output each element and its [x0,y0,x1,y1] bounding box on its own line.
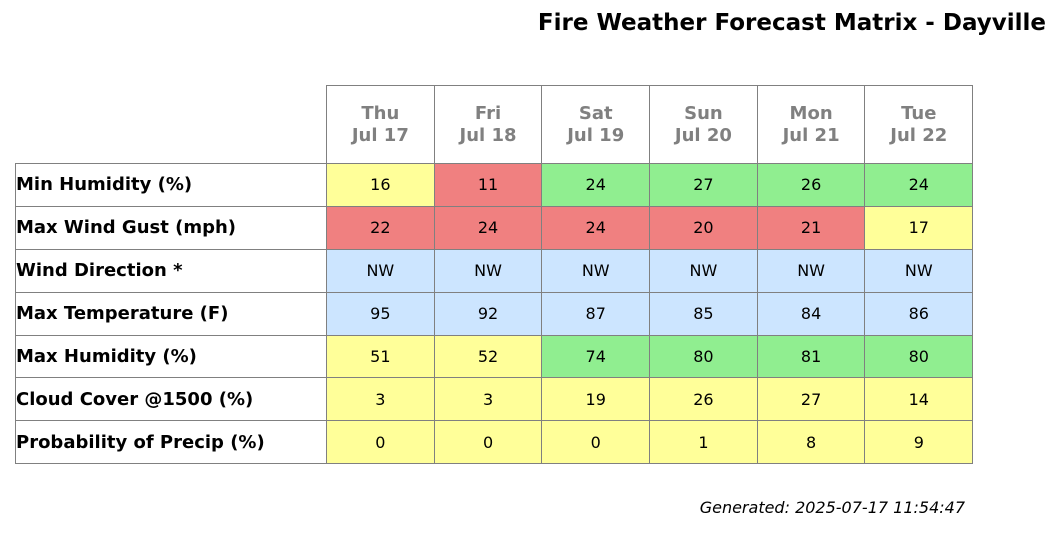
value-cell: 27 [756,377,866,422]
day-date: Jul 20 [674,124,732,146]
day-date: Jul 22 [890,124,948,146]
row-label: Max Temperature (F) [15,291,327,336]
value-cell: 26 [756,163,866,207]
day-header: Mon Jul 21 [756,85,866,164]
table-row: Cloud Cover @1500 (%) 3 3 19 26 27 14 [15,377,974,422]
day-weekday: Sat [578,102,613,124]
value-cell: 80 [864,334,974,379]
day-weekday: Sun [684,102,723,124]
value-cell: NW [433,248,543,293]
row-label: Wind Direction * [15,248,327,293]
value-cell: 19 [541,377,651,422]
header-row: Thu Jul 17 Fri Jul 18 Sat Jul 19 Sun Jul 20 Mon J… [15,85,974,164]
value-cell: NW [756,248,866,293]
value-cell: 1 [649,420,758,465]
value-cell: NW [326,248,435,293]
value-cell: 16 [326,163,435,207]
day-header: Sun Jul 20 [649,85,758,164]
value-cell: 84 [756,291,866,336]
row-label: Max Wind Gust (mph) [15,205,327,250]
day-weekday: Tue [901,102,937,124]
value-cell: 52 [433,334,543,379]
day-header: Thu Jul 17 [326,85,435,164]
day-date: Jul 19 [567,124,625,146]
value-cell: 92 [433,291,543,336]
value-cell: 24 [864,163,974,207]
generated-timestamp: Generated: 2025-07-17 11:54:47 [699,498,965,517]
table-row: Probability of Precip (%) 0 0 0 1 8 9 [15,420,974,465]
day-weekday: Thu [361,102,400,124]
value-cell: 81 [756,334,866,379]
table-row: Max Humidity (%) 51 52 74 80 81 80 [15,334,974,379]
value-cell: 80 [649,334,758,379]
chart-title: Fire Weather Forecast Matrix - Dayville [537,10,1046,36]
value-cell: 3 [326,377,435,422]
row-label: Probability of Precip (%) [15,420,327,465]
value-cell: 0 [433,420,543,465]
row-label: Max Humidity (%) [15,334,327,379]
day-date: Jul 21 [782,124,840,146]
table-row: Min Humidity (%) 16 11 24 27 26 24 [15,163,974,207]
value-cell: NW [649,248,758,293]
value-cell: 8 [756,420,866,465]
value-cell: 24 [541,205,651,250]
matrix-body: Min Humidity (%) 16 11 24 27 26 24 Max Wind Gus… [15,163,974,465]
value-cell: 22 [326,205,435,250]
value-cell: 51 [326,334,435,379]
value-cell: 86 [864,291,974,336]
value-cell: 14 [864,377,974,422]
day-weekday: Mon [789,102,833,124]
day-header: Sat Jul 19 [541,85,651,164]
value-cell: NW [864,248,974,293]
day-date: Jul 18 [459,124,517,146]
value-cell: 24 [433,205,543,250]
value-cell: 0 [326,420,435,465]
row-label: Cloud Cover @1500 (%) [15,377,327,422]
value-cell: 9 [864,420,974,465]
value-cell: 95 [326,291,435,336]
day-header: Tue Jul 22 [864,85,974,164]
value-cell: 26 [649,377,758,422]
table-row: Wind Direction * NW NW NW NW NW NW [15,248,974,293]
day-header: Fri Jul 18 [433,85,543,164]
forecast-matrix: Thu Jul 17 Fri Jul 18 Sat Jul 19 Sun Jul 20 Mon J… [15,85,974,465]
value-cell: NW [541,248,651,293]
value-cell: 11 [433,163,543,207]
value-cell: 74 [541,334,651,379]
value-cell: 24 [541,163,651,207]
day-weekday: Fri [474,102,502,124]
value-cell: 87 [541,291,651,336]
value-cell: 0 [541,420,651,465]
value-cell: 17 [864,205,974,250]
value-cell: 85 [649,291,758,336]
day-date: Jul 17 [351,124,409,146]
table-row: Max Wind Gust (mph) 22 24 24 20 21 17 [15,205,974,250]
value-cell: 3 [433,377,543,422]
value-cell: 21 [756,205,866,250]
value-cell: 27 [649,163,758,207]
row-label: Min Humidity (%) [15,163,327,207]
corner-cell [15,85,327,164]
value-cell: 20 [649,205,758,250]
table-row: Max Temperature (F) 95 92 87 85 84 86 [15,291,974,336]
